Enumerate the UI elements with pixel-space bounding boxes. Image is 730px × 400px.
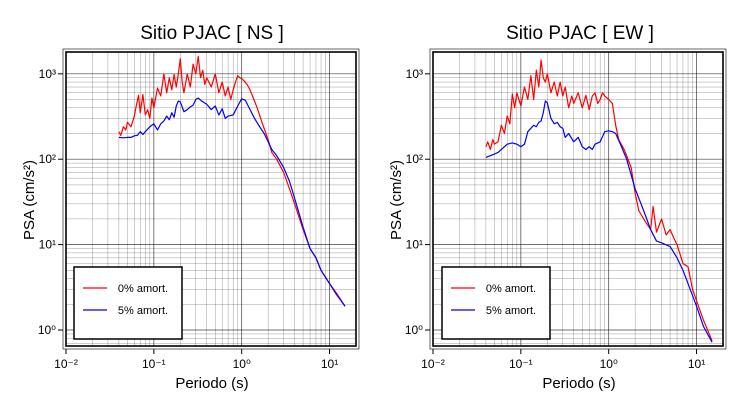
y-tick-labels-ns: 10⁰ 10¹ 10² 10³ [38, 67, 56, 337]
legend-label: 0% amort. [118, 283, 168, 295]
x-tick-label: 10⁰ [600, 357, 618, 371]
x-axis-label-ns: Periodo (s) [175, 375, 248, 392]
x-axis-label-ew: Periodo (s) [542, 375, 615, 392]
x-tick-label: 10¹ [321, 357, 338, 371]
x-tick-label: 10¹ [688, 357, 705, 371]
series-line-5pct [118, 97, 346, 307]
plot-frame-outer [62, 48, 360, 350]
y-tick-label: 10⁰ [38, 323, 56, 337]
plot-frame [65, 51, 357, 347]
y-axis-label-ew: PSA (cm/s²) [388, 160, 405, 240]
series-line-0pct [118, 55, 346, 307]
plot-area-ns [58, 48, 360, 354]
x-tick-label: 10⁻² [421, 357, 445, 371]
legend-label: 5% amort. [118, 305, 168, 317]
chart-title-ns: Sitio PJAC [ NS ] [140, 23, 284, 44]
plot-frame [432, 51, 724, 347]
y-tick-label: 10³ [406, 67, 423, 81]
x-tick-labels-ew: 10⁻² 10⁻¹ 10⁰ 10¹ [421, 357, 705, 371]
plot-frame-outer [429, 48, 727, 350]
panel-ew: Sitio PJAC [ EW ] PSA (cm/s²) Periodo (s… [388, 23, 727, 392]
series-line-5pct [485, 100, 713, 343]
y-tick-label: 10² [39, 152, 56, 166]
chart-title-ew: Sitio PJAC [ EW ] [506, 23, 654, 44]
y-axis-label-ns: PSA (cm/s²) [21, 160, 38, 240]
x-tick-label: 10⁰ [233, 357, 251, 371]
x-tick-label: 10⁻² [54, 357, 78, 371]
legend-box [73, 266, 183, 340]
legend-box [441, 266, 551, 340]
legend-label: 5% amort. [486, 305, 536, 317]
legend-ns: 0% amort. 5% amort. [73, 266, 183, 340]
y-tick-label: 10² [406, 152, 423, 166]
y-tick-label: 10⁰ [405, 323, 423, 337]
legend-label: 0% amort. [486, 283, 536, 295]
y-tick-label: 10¹ [406, 238, 423, 252]
x-tick-label: 10⁻¹ [142, 357, 166, 371]
x-tick-labels-ns: 10⁻² 10⁻¹ 10⁰ 10¹ [54, 357, 338, 371]
plot-area-ew [425, 48, 727, 354]
y-tick-labels-ew: 10⁰ 10¹ 10² 10³ [405, 67, 423, 337]
legend-ew: 0% amort. 5% amort. [441, 266, 551, 340]
y-tick-label: 10¹ [39, 238, 56, 252]
series-line-0pct [485, 59, 713, 341]
y-tick-label: 10³ [39, 67, 56, 81]
panel-ns: Sitio PJAC [ NS ] PSA (cm/s²) Periodo (s… [21, 23, 360, 392]
x-tick-label: 10⁻¹ [509, 357, 533, 371]
